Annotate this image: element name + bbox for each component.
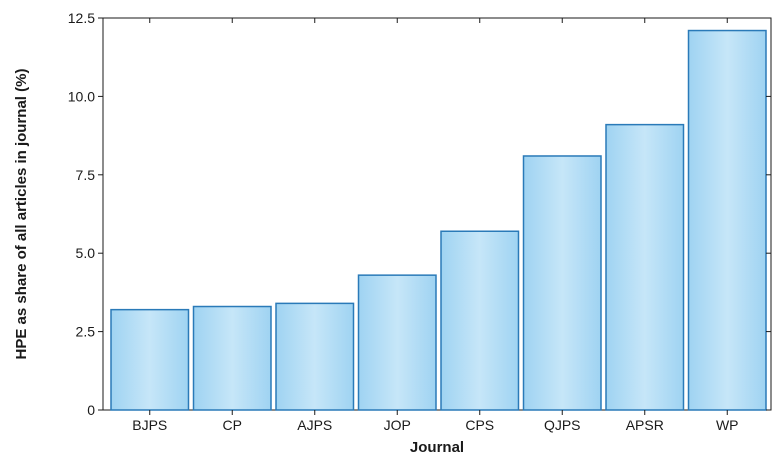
x-axis-title: Journal	[410, 439, 464, 456]
bar-cp	[192, 305, 272, 411]
x-tick-label-jop: JOP	[384, 417, 411, 433]
x-tick-label-ajps: AJPS	[297, 417, 332, 433]
y-tick-label: 12.5	[68, 10, 95, 26]
x-tick-label-apsr: APSR	[626, 417, 664, 433]
bar-qjps	[522, 155, 602, 411]
x-tick-label-qjps: QJPS	[544, 417, 581, 433]
y-axis-title: HPE as share of all articles in journal …	[13, 69, 30, 360]
y-tick-label: 0	[87, 402, 95, 418]
y-axis-ticks: 0 2.5 5.0 7.5 10.0 12.5	[68, 10, 771, 418]
y-tick-label: 7.5	[76, 167, 96, 183]
x-tick-label-cps: CPS	[465, 417, 494, 433]
y-tick-label: 2.5	[76, 324, 96, 340]
x-axis-ticks: BJPS CP AJPS JOP CPS QJPS APSR WP	[132, 18, 739, 433]
y-tick-label: 5.0	[76, 245, 96, 261]
bars	[110, 29, 767, 411]
bar-cps	[440, 230, 520, 411]
x-tick-label-wp: WP	[716, 417, 739, 433]
plot-area: 0 2.5 5.0 7.5 10.0 12.5 BJPS CP AJPS JOP CPS QJPS A…	[68, 10, 772, 433]
x-tick-label-cp: CP	[223, 417, 242, 433]
x-tick-label-bjps: BJPS	[132, 417, 167, 433]
bar-ajps	[275, 302, 355, 411]
bar-bjps	[110, 308, 190, 411]
bar-wp	[687, 29, 767, 411]
y-tick-label: 10.0	[68, 88, 95, 104]
bar-apsr	[605, 123, 685, 411]
bar-jop	[357, 274, 437, 411]
